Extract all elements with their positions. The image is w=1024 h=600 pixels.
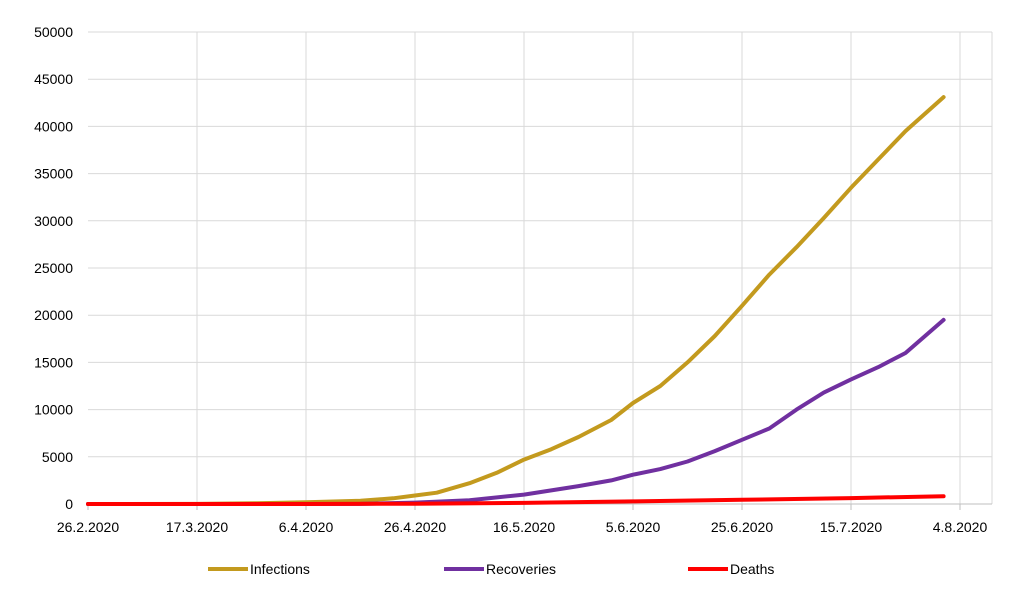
legend-label-deaths: Deaths bbox=[730, 561, 774, 577]
gridlines bbox=[87, 31, 993, 510]
x-tick-label: 25.6.2020 bbox=[711, 519, 773, 535]
y-tick-label: 10000 bbox=[34, 402, 73, 418]
y-tick-label: 45000 bbox=[34, 71, 73, 87]
y-tick-label: 20000 bbox=[34, 307, 73, 323]
y-tick-label: 0 bbox=[65, 496, 73, 512]
legend-label-infections: Infections bbox=[250, 561, 310, 577]
legend-label-recoveries: Recoveries bbox=[486, 561, 556, 577]
x-tick-label: 15.7.2020 bbox=[820, 519, 882, 535]
y-tick-label: 40000 bbox=[34, 118, 73, 134]
x-tick-labels: 26.2.2020 17.3.2020 6.4.2020 26.4.2020 16.5.… bbox=[57, 519, 988, 535]
y-tick-label: 50000 bbox=[34, 24, 73, 40]
y-tick-label: 30000 bbox=[34, 213, 73, 229]
y-tick-label: 35000 bbox=[34, 166, 73, 182]
y-tick-labels: 0 5000 10000 15000 20000 25000 30000 35000 40000… bbox=[34, 24, 73, 512]
series-lines bbox=[86, 95, 946, 506]
series-line-deaths bbox=[86, 494, 946, 506]
x-tick-label: 17.3.2020 bbox=[166, 519, 228, 535]
y-tick-label: 15000 bbox=[34, 354, 73, 370]
x-tick-label: 26.2.2020 bbox=[57, 519, 119, 535]
series-line-recoveries bbox=[86, 317, 946, 506]
x-tick-label: 4.8.2020 bbox=[933, 519, 988, 535]
x-tick-label: 5.6.2020 bbox=[606, 519, 661, 535]
y-tick-label: 5000 bbox=[42, 449, 73, 465]
legend: Infections Recoveries Deaths bbox=[208, 561, 774, 577]
x-tick-label: 16.5.2020 bbox=[493, 519, 555, 535]
x-tick-label: 26.4.2020 bbox=[384, 519, 446, 535]
x-tick-label: 6.4.2020 bbox=[279, 519, 334, 535]
series-line-infections bbox=[86, 95, 946, 506]
y-tick-label: 25000 bbox=[34, 260, 73, 276]
